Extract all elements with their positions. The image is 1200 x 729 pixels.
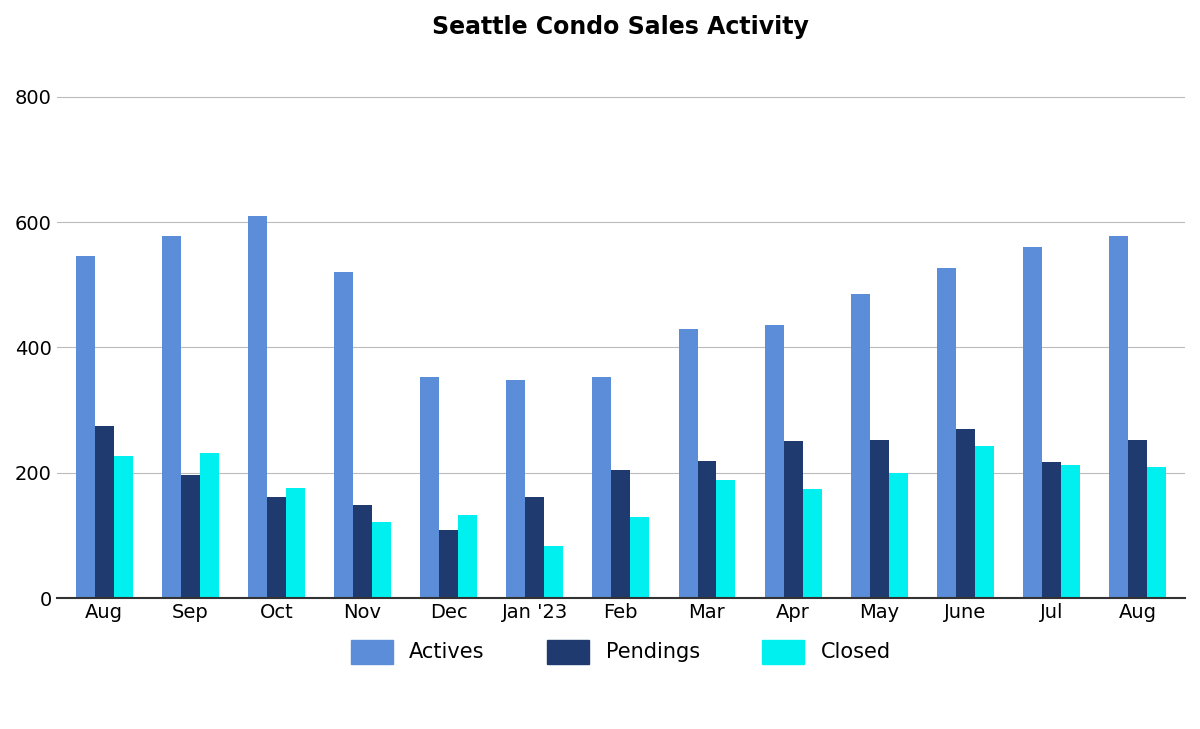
Bar — [697, 461, 716, 599]
Bar — [716, 480, 736, 599]
Title: Seattle Condo Sales Activity: Seattle Condo Sales Activity — [432, 15, 809, 39]
Bar — [956, 429, 974, 599]
Bar — [1042, 462, 1061, 599]
Bar — [870, 440, 889, 599]
Bar — [678, 329, 697, 599]
Bar — [266, 496, 286, 599]
Bar — [199, 453, 218, 599]
Bar — [803, 489, 822, 599]
Legend: Actives, Pendings, Closed: Actives, Pendings, Closed — [341, 629, 901, 674]
Bar — [611, 469, 630, 599]
Bar — [76, 257, 95, 599]
Bar — [593, 378, 611, 599]
Bar — [181, 475, 199, 599]
Bar — [545, 546, 563, 599]
Bar — [1024, 247, 1042, 599]
Bar — [439, 531, 458, 599]
Bar — [353, 505, 372, 599]
Bar — [1109, 235, 1128, 599]
Bar — [784, 442, 803, 599]
Bar — [1128, 440, 1147, 599]
Bar — [334, 272, 353, 599]
Bar — [372, 522, 391, 599]
Bar — [851, 294, 870, 599]
Bar — [889, 473, 907, 599]
Bar — [162, 235, 181, 599]
Bar — [95, 426, 114, 599]
Bar — [974, 446, 994, 599]
Bar — [764, 325, 784, 599]
Bar — [420, 378, 439, 599]
Bar — [458, 515, 478, 599]
Bar — [1061, 464, 1080, 599]
Bar — [1147, 467, 1166, 599]
Bar — [114, 456, 132, 599]
Bar — [248, 216, 266, 599]
Bar — [286, 488, 305, 599]
Bar — [526, 496, 545, 599]
Bar — [937, 268, 956, 599]
Bar — [630, 517, 649, 599]
Bar — [506, 380, 526, 599]
